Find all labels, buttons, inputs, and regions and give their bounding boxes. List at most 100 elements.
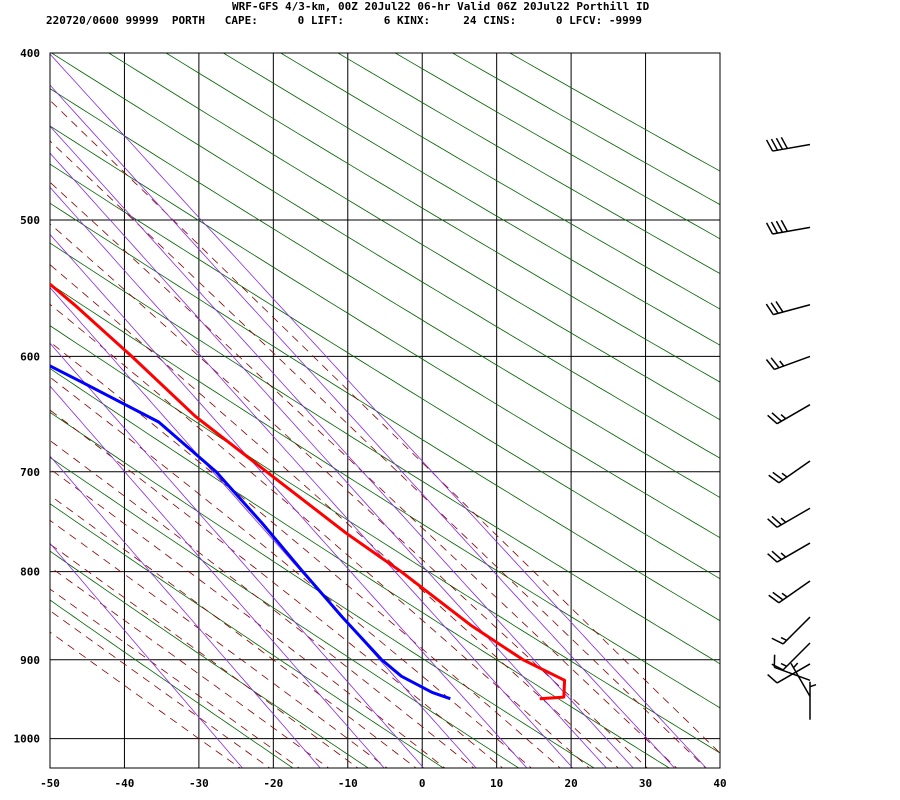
- dry-adiabat-line: [165, 53, 720, 383]
- dry-adiabat-line: [50, 325, 720, 754]
- mixing-ratio-line: [50, 125, 634, 768]
- wind-barb-flag: [768, 594, 780, 604]
- wind-barb-flag: [775, 220, 784, 233]
- wind-barb-staff: [776, 507, 811, 528]
- wind-barb: [771, 616, 811, 645]
- mixing-ratio-line: [50, 342, 425, 768]
- wind-barb: [771, 642, 811, 671]
- wind-barb: [765, 355, 811, 371]
- temperature-tick-label: 10: [490, 777, 503, 790]
- pressure-tick-label: 1000: [14, 733, 41, 746]
- pressure-tick-label: 700: [20, 466, 40, 479]
- dry-adiabat-line: [50, 125, 720, 539]
- temperature-profile-line: [50, 282, 567, 701]
- wind-barb: [765, 136, 811, 152]
- mixing-ratio-line: [50, 53, 707, 768]
- moist-adiabat-line: [50, 468, 446, 768]
- wind-barb-flag: [775, 137, 784, 150]
- wind-barb-half-flag: [781, 472, 788, 478]
- dry-adiabat-line: [280, 53, 720, 310]
- dry-adiabat-line: [223, 53, 720, 346]
- moist-adiabat-line: [50, 341, 561, 768]
- dry-adiabat-line: [395, 53, 720, 240]
- temperature-tick-label: -50: [40, 777, 60, 790]
- dry-adiabat-line: [50, 456, 520, 768]
- moist-adiabat-line: [50, 376, 532, 768]
- wind-barb-flag: [765, 222, 774, 235]
- moist-adiabat-line: [50, 264, 619, 768]
- wind-barb-flag: [767, 414, 778, 425]
- dry-adiabat-line: [50, 368, 671, 768]
- pressure-axis-labels: 400 500 600 700 800 900 1000: [14, 47, 41, 746]
- wind-barb-flag: [768, 474, 780, 484]
- wind-barb-staff: [776, 404, 811, 425]
- wind-barb-flag: [770, 357, 780, 369]
- wind-barb-flag: [770, 221, 779, 234]
- wind-barb-half-flag: [780, 413, 787, 420]
- dry-adiabat-line: [51, 53, 720, 459]
- wind-barb: [809, 681, 817, 720]
- dry-adiabat-line: [50, 202, 720, 622]
- mixing-ratio-line: [50, 186, 574, 768]
- temperature-tick-label: -30: [189, 777, 209, 790]
- wind-barb-flag: [771, 515, 782, 526]
- temperature-tick-label: 40: [713, 777, 726, 790]
- wind-barb: [773, 654, 811, 682]
- wind-barb: [765, 301, 811, 316]
- wind-barb-flag: [771, 412, 782, 422]
- pressure-tick-label: 400: [20, 47, 40, 60]
- wind-barb: [790, 662, 811, 697]
- moist-adiabat-line: [50, 140, 707, 768]
- wind-barb-staff: [782, 616, 811, 645]
- mixing-ratio-line: [50, 385, 385, 768]
- wind-barb-flag: [765, 303, 774, 316]
- mixing-ratio-line: [50, 455, 321, 768]
- wind-barb-staff: [790, 663, 811, 697]
- dry-adiabat-line: [108, 53, 720, 421]
- stability-indices: 220720/0600 99999 PORTH CAPE: 0 LIFT: 6 …: [46, 14, 643, 27]
- wind-barb-staff: [778, 460, 811, 484]
- dry-adiabat-line: [50, 242, 720, 665]
- moist-adiabat-line: [50, 494, 417, 768]
- dry-adiabat-line: [50, 283, 720, 709]
- wind-barb-staff: [782, 642, 811, 671]
- wind-barb-flag: [771, 550, 782, 561]
- temperature-axis-labels: -50 -40 -30 -20 -10 0 10 20 30 40: [40, 777, 727, 790]
- wind-barb-column: [765, 136, 817, 720]
- wind-barb-flag: [775, 301, 784, 313]
- wind-barb: [767, 404, 811, 425]
- wind-barb-staff: [776, 542, 811, 563]
- wind-barb-half-flag: [781, 592, 788, 598]
- wind-barb-flag: [765, 359, 775, 370]
- temperature-tick-label: -20: [263, 777, 283, 790]
- wind-barb-flag: [770, 302, 779, 314]
- mixing-ratio-line: [50, 542, 244, 768]
- dry-adiabat-line: [50, 503, 445, 768]
- temperature-tick-label: 0: [419, 777, 426, 790]
- dry-adiabat-line: [50, 550, 369, 768]
- temperature-tick-label: -40: [115, 777, 135, 790]
- wind-barb: [767, 663, 811, 684]
- wind-barb-flag: [767, 518, 778, 528]
- pressure-tick-label: 500: [20, 214, 40, 227]
- wind-barb-staff: [773, 304, 811, 316]
- wind-barb-staff: [774, 666, 811, 682]
- sounding-profiles: [50, 282, 567, 701]
- wind-barb-half-flag: [780, 662, 788, 668]
- moist-adiabat-line: [50, 409, 504, 768]
- dry-adiabat-line: [50, 88, 720, 498]
- wind-barb-half-flag: [809, 683, 817, 688]
- moist-adiabat-line: [50, 588, 300, 768]
- pressure-tick-label: 900: [20, 654, 40, 667]
- wind-barb: [768, 460, 811, 484]
- wind-barb: [765, 219, 811, 235]
- wind-barb: [767, 542, 811, 563]
- wind-barb-flag: [771, 637, 784, 645]
- wind-barb-flag: [780, 136, 789, 149]
- wind-barb-flag: [772, 591, 784, 601]
- wind-barb-half-flag: [779, 360, 785, 367]
- moist-adiabat-line: [50, 181, 678, 768]
- moist-adiabat-line: [50, 519, 388, 768]
- wind-barb: [767, 507, 811, 528]
